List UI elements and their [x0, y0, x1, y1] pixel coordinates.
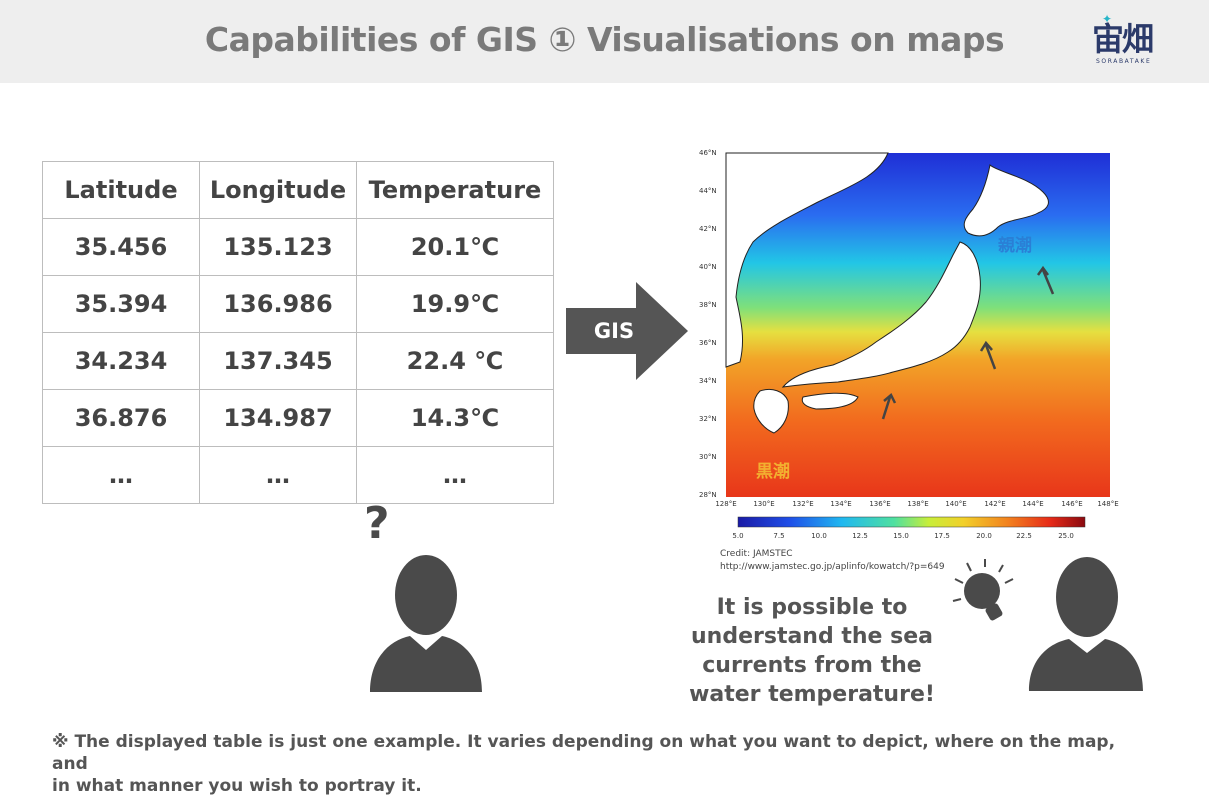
lon-tick: 138°E [907, 500, 928, 508]
lat-tick: 44°N [699, 187, 717, 195]
honshu-land [781, 241, 981, 388]
logo-subtitle: SORABATAKE [1096, 58, 1152, 65]
gis-arrow-label: GIS [593, 319, 635, 343]
lat-tick: 30°N [699, 453, 717, 461]
current-arrows [881, 265, 1055, 420]
lon-tick: 136°E [869, 500, 890, 508]
kyushu-land [753, 388, 789, 434]
caption-line: understand the sea [691, 624, 933, 649]
lat-tick: 36°N [699, 339, 717, 347]
lightbulb-icon [952, 559, 1014, 621]
table-cell: 22.4 ℃ [356, 332, 554, 390]
image-credit: Credit: JAMSTEC http://www.jamstec.go.jp… [720, 548, 945, 574]
caption-line: currents from the [702, 653, 922, 678]
oyashio-label: 親潮 [998, 235, 1032, 256]
colorbar-tick: 25.0 [1058, 532, 1074, 540]
table-row: … … … [42, 446, 554, 504]
logo-text: 宙畑 [1092, 20, 1154, 58]
lat-tick: 42°N [699, 225, 717, 233]
table-cell: … [199, 446, 357, 504]
lat-tick: 38°N [699, 301, 717, 309]
lon-tick: 128°E [715, 500, 736, 508]
header-bar: Capabilities of GIS ① Visualisations on … [0, 0, 1209, 83]
longitude-axis: 128°E 130°E 132°E 134°E 136°E 138°E 140°… [715, 500, 1118, 508]
gis-arrow [566, 282, 688, 380]
question-mark-icon: ? [364, 500, 390, 549]
lon-tick: 148°E [1097, 500, 1118, 508]
data-table: Latitude Longitude Temperature 35.456 13… [42, 161, 554, 504]
colorbar-ticks: 5.0 7.5 10.0 12.5 15.0 17.5 20.0 22.5 25… [732, 532, 1073, 540]
footnote: ※ The displayed table is just one exampl… [52, 731, 1132, 797]
lon-tick: 134°E [830, 500, 851, 508]
footnote-line: ※ The displayed table is just one exampl… [52, 732, 1116, 774]
enlightened-person-icon [952, 557, 1143, 691]
lon-tick: 144°E [1022, 500, 1043, 508]
shikoku-land [801, 392, 859, 410]
table-cell: … [356, 446, 554, 504]
colorbar-tick: 10.0 [811, 532, 827, 540]
colorbar-tick: 20.0 [976, 532, 992, 540]
table-cell: 35.394 [42, 275, 200, 333]
confused-person-icon: ? [364, 500, 482, 692]
continent-land [725, 152, 889, 368]
footnote-line: in what manner you wish to portray it. [52, 776, 422, 796]
credit-line: Credit: JAMSTEC [720, 549, 793, 559]
header-temperature: Temperature [356, 161, 554, 219]
table-row: 36.876 134.987 14.3℃ [42, 389, 554, 447]
table-cell: 135.123 [199, 218, 357, 276]
lon-tick: 142°E [984, 500, 1005, 508]
table-cell: 14.3℃ [356, 389, 554, 447]
table-header-row: Latitude Longitude Temperature [42, 161, 554, 219]
table-cell: 134.987 [199, 389, 357, 447]
latitude-axis: 46°N 44°N 42°N 40°N 38°N 36°N 34°N 32°N … [699, 149, 717, 499]
caption-line: water temperature! [689, 682, 935, 707]
lon-tick: 130°E [753, 500, 774, 508]
temperature-colorbar [737, 516, 1086, 528]
table-cell: 136.986 [199, 275, 357, 333]
lon-tick: 140°E [945, 500, 966, 508]
table-row: 35.456 135.123 20.1℃ [42, 218, 554, 276]
table-cell: 36.876 [42, 389, 200, 447]
lon-tick: 146°E [1061, 500, 1082, 508]
table-cell: 137.345 [199, 332, 357, 390]
page-title: Capabilities of GIS ① Visualisations on … [204, 20, 1005, 59]
table-cell: 35.456 [42, 218, 200, 276]
colorbar-tick: 12.5 [852, 532, 868, 540]
insight-caption: It is possible to understand the sea cur… [680, 593, 944, 709]
lat-tick: 40°N [699, 263, 717, 271]
caption-line: It is possible to [716, 595, 908, 620]
table-cell: 34.234 [42, 332, 200, 390]
sea-temperature-map: 親潮 黒潮 46°N 44°N 42°N 40°N 38°N 36°N 34°N… [699, 149, 1119, 540]
colorbar-tick: 5.0 [732, 532, 743, 540]
header-latitude: Latitude [42, 161, 200, 219]
table-cell: 19.9℃ [356, 275, 554, 333]
colorbar-tick: 15.0 [893, 532, 909, 540]
lat-tick: 28°N [699, 491, 717, 499]
sorabatake-logo: 宙畑 ✦ SORABATAKE [1088, 12, 1168, 70]
table-cell: … [42, 446, 200, 504]
colorbar-tick: 17.5 [934, 532, 950, 540]
colorbar-tick: 7.5 [773, 532, 784, 540]
table-row: 34.234 137.345 22.4 ℃ [42, 332, 554, 390]
table-cell: 20.1℃ [356, 218, 554, 276]
colorbar-tick: 22.5 [1016, 532, 1032, 540]
logo-spark-icon: ✦ [1102, 12, 1113, 26]
lat-tick: 32°N [699, 415, 717, 423]
lon-tick: 132°E [792, 500, 813, 508]
kuroshio-label: 黒潮 [756, 461, 790, 482]
lat-tick: 34°N [699, 377, 717, 385]
header-longitude: Longitude [199, 161, 357, 219]
table-row: 35.394 136.986 19.9℃ [42, 275, 554, 333]
credit-url: http://www.jamstec.go.jp/aplinfo/kowatch… [720, 562, 945, 572]
lat-tick: 46°N [699, 149, 717, 157]
hokkaido-land [963, 164, 1049, 237]
